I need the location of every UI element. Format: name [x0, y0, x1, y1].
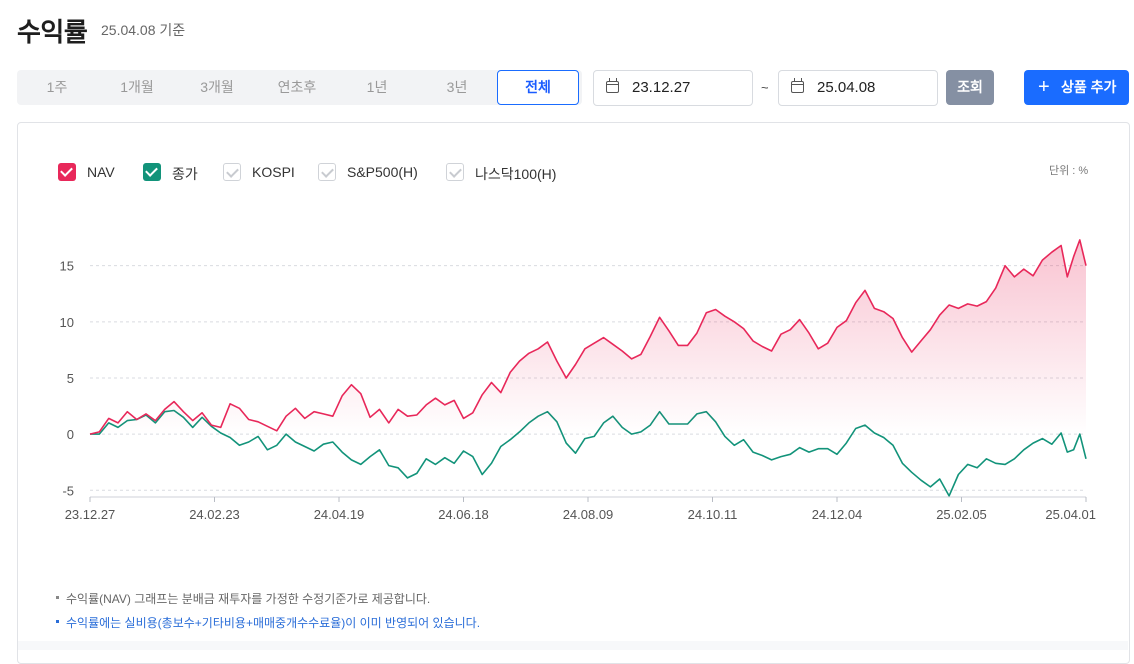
plus-icon: + [1038, 76, 1050, 98]
period-ytd[interactable]: 연초후 [277, 79, 317, 95]
x-tick-label: 24.02.23 [189, 507, 240, 522]
unit-label: 단위 : % [1049, 165, 1089, 177]
returns-line-chart: -5 0 5 10 15 23.12.27 24.02.23 24.04.19 24.06.1… [60, 239, 1096, 522]
close-price-series-line [90, 409, 1087, 497]
period-1y[interactable]: 1년 [366, 79, 388, 95]
x-tick-label: 24.08.09 [563, 507, 614, 522]
checkbox-checked-icon[interactable] [58, 163, 76, 181]
x-tick-label: 25.04.01 [1045, 507, 1096, 522]
legend-label: S&P500(H) [347, 164, 418, 180]
legend-label: NAV [87, 164, 115, 180]
date-separator: ~ [761, 80, 769, 95]
period-1m[interactable]: 1개월 [120, 79, 154, 95]
y-tick-label: -5 [62, 483, 74, 498]
period-3m[interactable]: 3개월 [200, 79, 234, 95]
x-tick-label: 24.12.04 [812, 507, 863, 522]
y-tick-label: 15 [60, 259, 74, 274]
y-tick-label: 0 [67, 427, 74, 442]
legend-label: KOSPI [252, 164, 295, 180]
page-title: 수익률 [17, 17, 88, 47]
checkbox-unchecked-icon[interactable] [223, 163, 241, 181]
add-product-label: 상품 추가 [1061, 79, 1117, 95]
x-tick-label: 24.10.11 [688, 507, 738, 522]
x-tick-label: 25.02.05 [936, 507, 987, 522]
note-item: 수익률에는 실비용(총보수+기타비용+매매중개수수료율)이 이미 반영되어 있습… [56, 614, 480, 638]
checkbox-unchecked-icon[interactable] [446, 163, 464, 181]
x-tick-label: 24.04.19 [314, 507, 365, 522]
start-date-input[interactable]: 23.12.27 [593, 70, 753, 106]
x-tick-label: 23.12.27 [65, 507, 116, 522]
period-1w[interactable]: 1주 [46, 79, 68, 95]
start-date-value: 23.12.27 [632, 79, 691, 96]
bottom-strip [18, 641, 1128, 650]
end-date-value: 25.04.08 [817, 79, 876, 96]
legend-label: 나스닥100(H) [475, 166, 557, 182]
end-date-input[interactable]: 25.04.08 [778, 70, 938, 106]
checkbox-unchecked-icon[interactable] [318, 163, 336, 181]
y-tick-label: 10 [60, 315, 74, 330]
x-tick-label: 24.06.18 [438, 507, 489, 522]
y-tick-label: 5 [67, 371, 74, 386]
nav-area-fill [90, 239, 1086, 435]
chart-notes: 수익률(NAV) 그래프는 분배금 재투자를 가정한 수정기준가로 제공합니다.… [56, 590, 480, 638]
note-item: 수익률(NAV) 그래프는 분배금 재투자를 가정한 수정기준가로 제공합니다. [56, 590, 480, 614]
period-all[interactable]: 전체 [497, 70, 579, 105]
nav-series-line [89, 239, 1087, 435]
checkbox-checked-icon[interactable] [143, 163, 161, 181]
period-selector: 1주 1개월 3개월 연초후 1년 3년 전체 [17, 70, 582, 105]
as-of-date: 25.04.08 기준 [101, 22, 186, 38]
search-button[interactable]: 조회 [946, 70, 994, 105]
calendar-icon [791, 78, 804, 93]
add-product-button[interactable]: + 상품 추가 [1024, 70, 1129, 105]
calendar-icon [606, 78, 619, 93]
period-3y[interactable]: 3년 [446, 79, 468, 95]
legend-label: 종가 [172, 166, 198, 182]
